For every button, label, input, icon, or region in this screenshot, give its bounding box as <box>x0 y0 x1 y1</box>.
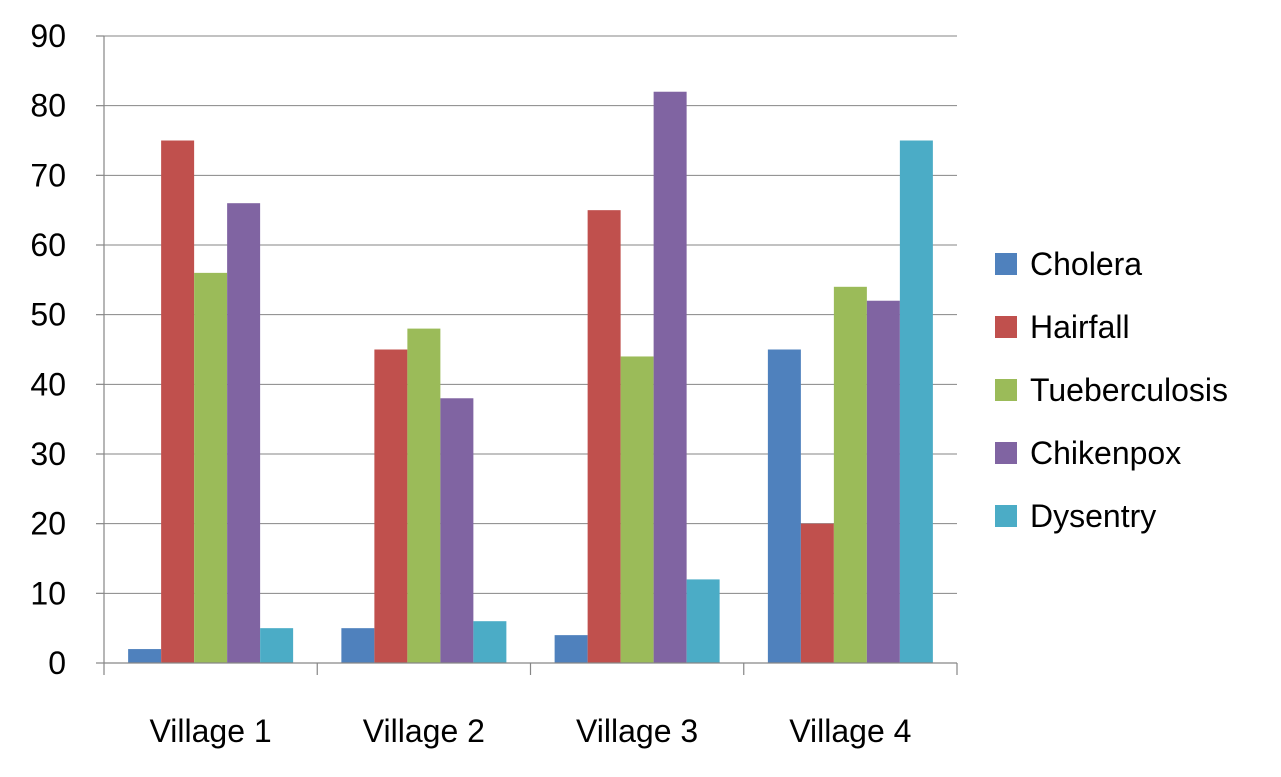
y-tick-label: 70 <box>30 157 66 193</box>
x-category-label: Village 2 <box>363 713 485 749</box>
bars <box>128 91 933 663</box>
bar-hairfall-village-3 <box>587 210 621 663</box>
legend-label-dysentry: Dysentry <box>1030 498 1156 534</box>
bar-chikenpox-village-4 <box>866 300 900 663</box>
legend: Cholera Hairfall Tueberculosis Chikenpox Dys… <box>995 246 1228 534</box>
axes <box>96 35 958 675</box>
y-tick-label: 90 <box>30 18 66 54</box>
bar-tueberculosis-village-4 <box>833 286 867 663</box>
bar-chikenpox-village-3 <box>653 91 687 663</box>
bar-cholera-village-1 <box>128 649 162 663</box>
bar-hairfall-village-2 <box>374 349 408 663</box>
bar-hairfall-village-1 <box>161 140 195 663</box>
bar-dysentry-village-4 <box>899 140 933 663</box>
legend-label-chikenpox: Chikenpox <box>1030 435 1181 471</box>
bar-cholera-village-2 <box>341 628 375 663</box>
x-category-label: Village 4 <box>789 713 911 749</box>
legend-swatch-chikenpox <box>995 442 1017 464</box>
y-tick-label: 10 <box>30 575 66 611</box>
bar-cholera-village-4 <box>767 349 801 663</box>
legend-label-cholera: Cholera <box>1030 246 1142 282</box>
x-axis-category-labels: Village 1 Village 2 Village 3 Village 4 <box>150 713 912 749</box>
y-tick-label: 30 <box>30 436 66 472</box>
y-tick-label: 80 <box>30 88 66 124</box>
legend-swatch-tueberculosis <box>995 379 1017 401</box>
bar-tueberculosis-village-3 <box>620 356 654 663</box>
y-tick-label: 0 <box>48 645 66 681</box>
bar-dysentry-village-3 <box>686 579 720 663</box>
y-tick-label: 50 <box>30 297 66 333</box>
bar-chikenpox-village-1 <box>227 203 261 663</box>
legend-swatch-hairfall <box>995 316 1017 338</box>
legend-label-hairfall: Hairfall <box>1030 309 1130 345</box>
bar-hairfall-village-4 <box>800 523 834 663</box>
y-tick-label: 40 <box>30 366 66 402</box>
legend-label-tueberculosis: Tueberculosis <box>1030 372 1228 408</box>
x-category-label: Village 3 <box>576 713 698 749</box>
legend-swatch-dysentry <box>995 505 1017 527</box>
bar-dysentry-village-1 <box>260 628 294 663</box>
bar-cholera-village-3 <box>554 635 588 663</box>
bar-tueberculosis-village-1 <box>194 272 228 663</box>
bar-tueberculosis-village-2 <box>407 328 441 663</box>
y-tick-label: 20 <box>30 506 66 542</box>
bar-chikenpox-village-2 <box>440 398 474 663</box>
x-category-label: Village 1 <box>150 713 272 749</box>
bar-dysentry-village-2 <box>473 621 507 663</box>
y-axis-tick-labels: 0 10 20 30 40 50 60 70 80 90 <box>30 18 66 681</box>
legend-swatch-cholera <box>995 253 1017 275</box>
y-tick-label: 60 <box>30 227 66 263</box>
